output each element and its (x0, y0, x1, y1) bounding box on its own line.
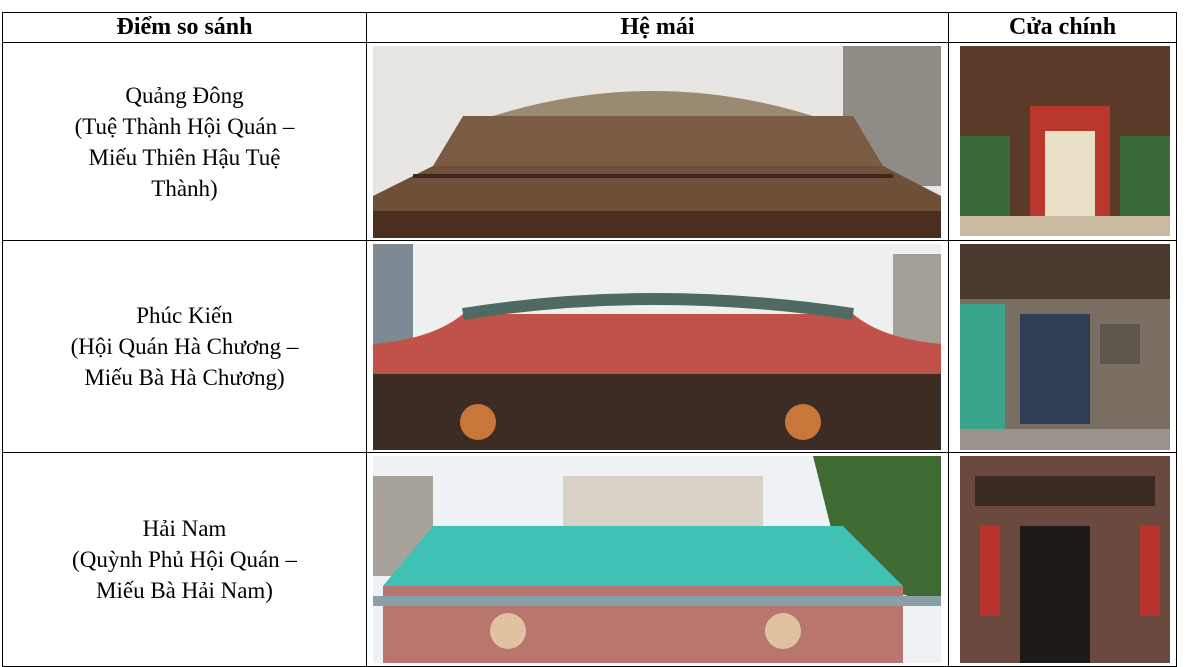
label-line: (Tuệ Thành Hội Quán – (74, 113, 295, 139)
header-text: Hệ mái (620, 14, 695, 40)
header-text: Điểm so sánh (116, 14, 253, 40)
row-label: Hải Nam (Quỳnh Phủ Hội Quán – Miếu Bà Hải … (2, 452, 367, 667)
label-line: Quảng Đông (125, 82, 244, 108)
label-line: Miếu Thiên Hậu Tuệ (88, 144, 281, 170)
label-line: (Hội Quán Hà Chương – (70, 334, 299, 359)
label-line: Hải Nam (142, 516, 227, 541)
header-text: Cửa chính (1008, 14, 1117, 40)
row-label: Quảng Đông (Tuệ Thành Hội Quán – Miếu Thiê… (2, 42, 367, 241)
roof-photo (373, 456, 941, 663)
row-label: Phúc Kiến (Hội Quán Hà Chương – Miếu Bà Hà… (2, 240, 367, 453)
door-photo (960, 244, 1170, 450)
door-photo (960, 456, 1170, 663)
header-cell: Điểm so sánh (2, 12, 367, 43)
roof-photo (373, 46, 941, 238)
roof-photo (373, 244, 941, 450)
header-cell: Hệ mái (366, 12, 949, 43)
label-line: (Quỳnh Phủ Hội Quán – (72, 547, 297, 572)
label-line: Miếu Bà Hà Chương) (84, 365, 285, 390)
label-line: Phúc Kiến (136, 303, 233, 328)
label-line: Miếu Bà Hải Nam) (96, 578, 273, 603)
door-photo (960, 46, 1170, 236)
header-cell: Cửa chính (948, 12, 1177, 43)
label-line: Thành) (151, 175, 218, 201)
